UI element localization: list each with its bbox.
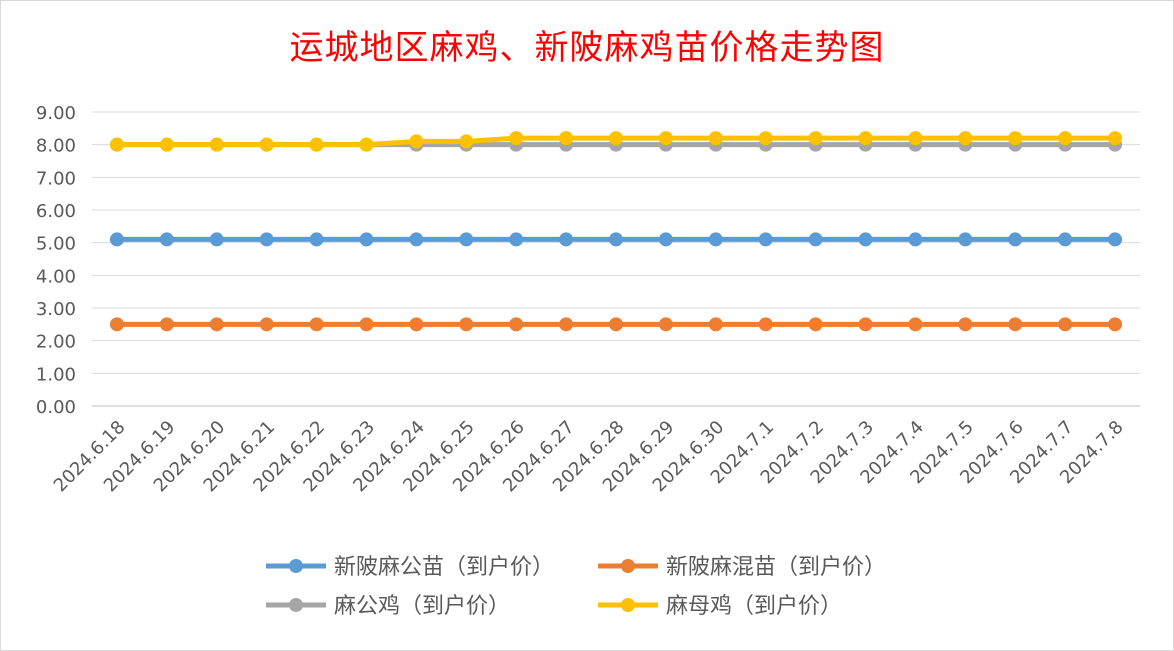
- data-point: [409, 134, 424, 149]
- data-point: [359, 317, 374, 332]
- data-point: [858, 317, 873, 332]
- data-point: [1058, 232, 1073, 247]
- data-point: [1108, 317, 1123, 332]
- y-tick-label: 4.00: [36, 266, 76, 287]
- data-point: [259, 232, 274, 247]
- data-point: [159, 137, 174, 152]
- legend-marker: [621, 559, 635, 573]
- data-point: [1108, 131, 1123, 146]
- data-point: [808, 131, 823, 146]
- data-point: [958, 131, 973, 146]
- data-point: [509, 131, 524, 146]
- legend-label: 麻公鸡（到户价）: [334, 594, 510, 619]
- legend-marker: [621, 598, 635, 612]
- data-point: [658, 232, 673, 247]
- y-tick-label: 9.00: [36, 103, 76, 124]
- data-point: [259, 137, 274, 152]
- data-point: [259, 317, 274, 332]
- y-tick-label: 5.00: [36, 234, 76, 255]
- data-point: [459, 134, 474, 149]
- data-point: [708, 317, 723, 332]
- data-point: [609, 317, 623, 332]
- data-point: [159, 232, 174, 247]
- data-point: [1008, 131, 1023, 146]
- data-point: [708, 232, 723, 247]
- data-point: [209, 137, 224, 152]
- data-point: [658, 317, 673, 332]
- data-point: [908, 232, 923, 247]
- data-point: [459, 232, 474, 247]
- data-point: [159, 317, 174, 332]
- data-point: [559, 232, 574, 247]
- data-point: [509, 317, 524, 332]
- data-point: [309, 317, 324, 332]
- data-point: [559, 317, 574, 332]
- data-point: [409, 317, 424, 332]
- y-tick-label: 0.00: [36, 397, 76, 418]
- data-point: [609, 131, 623, 146]
- chart-title: 运城地区麻鸡、新陂麻鸡苗价格走势图: [289, 28, 885, 68]
- legend-label: 新陂麻公苗（到户价）: [334, 555, 554, 580]
- data-point: [109, 232, 124, 247]
- y-tick-label: 3.00: [36, 299, 76, 320]
- data-point: [609, 232, 623, 247]
- data-point: [858, 131, 873, 146]
- data-point: [1008, 232, 1023, 247]
- data-point: [658, 131, 673, 146]
- data-point: [1058, 317, 1073, 332]
- data-point: [808, 317, 823, 332]
- data-point: [758, 131, 773, 146]
- y-tick-label: 7.00: [36, 168, 76, 189]
- data-point: [708, 131, 723, 146]
- data-point: [209, 317, 224, 332]
- y-tick-label: 8.00: [36, 136, 76, 157]
- data-point: [758, 232, 773, 247]
- legend-marker: [289, 559, 303, 573]
- data-point: [459, 317, 474, 332]
- y-tick-label: 1.00: [36, 364, 76, 385]
- data-point: [359, 137, 374, 152]
- data-point: [1008, 317, 1023, 332]
- data-point: [808, 232, 823, 247]
- data-point: [359, 232, 374, 247]
- data-point: [958, 317, 973, 332]
- data-point: [109, 317, 124, 332]
- legend-marker: [289, 598, 303, 612]
- y-tick-label: 6.00: [36, 201, 76, 222]
- legend-label: 新陂麻混苗（到户价）: [666, 555, 886, 580]
- data-point: [409, 232, 424, 247]
- data-point: [559, 131, 574, 146]
- data-point: [758, 317, 773, 332]
- data-point: [309, 232, 324, 247]
- data-point: [1108, 232, 1123, 247]
- data-point: [1058, 131, 1073, 146]
- y-tick-label: 2.00: [36, 332, 76, 353]
- legend-label: 麻母鸡（到户价）: [666, 594, 842, 619]
- data-point: [858, 232, 873, 247]
- data-point: [908, 131, 923, 146]
- data-point: [209, 232, 224, 247]
- data-point: [908, 317, 923, 332]
- data-point: [958, 232, 973, 247]
- data-point: [109, 137, 124, 152]
- data-point: [509, 232, 524, 247]
- data-point: [309, 137, 324, 152]
